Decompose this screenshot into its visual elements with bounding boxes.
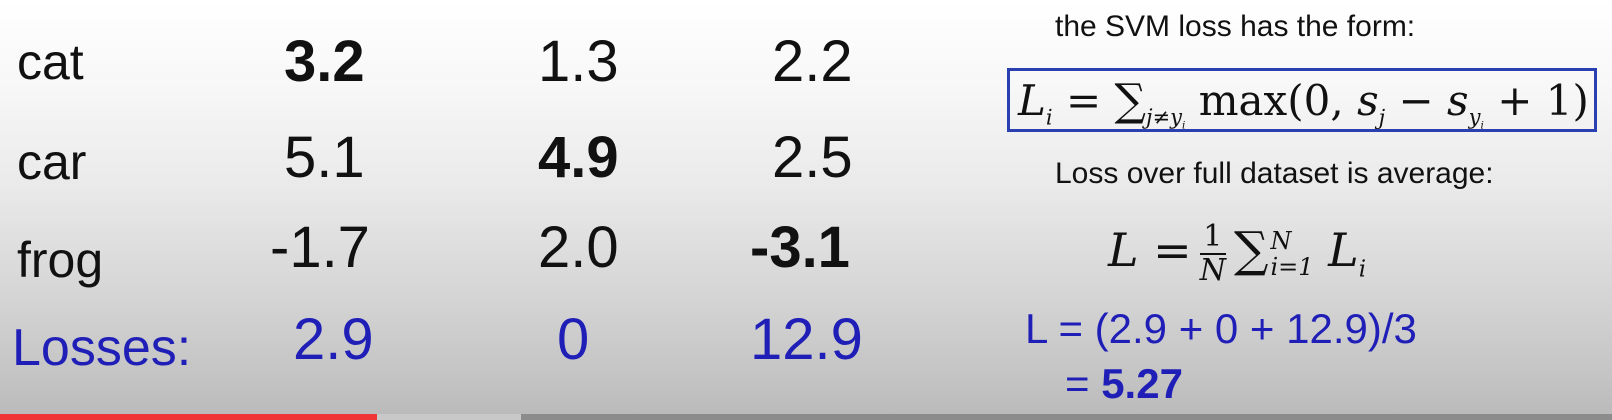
- score-cell: -1.7: [270, 215, 370, 280]
- loss-calculation: L = (2.9 + 0 + 12.9)/3: [1025, 305, 1417, 352]
- score-row-cat: cat 3.2 1.3 2.2: [0, 22, 900, 102]
- loss-value: 2.9: [293, 307, 374, 372]
- score-cell: 3.2: [284, 29, 365, 94]
- losses-label: Losses:: [12, 319, 192, 377]
- loss-value: 12.9: [750, 307, 863, 372]
- score-cell: 4.9: [538, 125, 619, 190]
- score-cell: 5.1: [284, 125, 365, 190]
- score-cell: 2.0: [538, 215, 619, 280]
- score-cell: 1.3: [538, 29, 619, 94]
- loss-calculation-result-line: = 5.27: [1065, 360, 1183, 408]
- class-label: car: [17, 134, 87, 190]
- equals-sign: =: [1065, 360, 1102, 407]
- loss-value: 0: [557, 307, 590, 372]
- losses-row: Losses: 2.9 0 12.9: [0, 300, 900, 380]
- class-label: frog: [17, 232, 104, 288]
- class-label: cat: [17, 34, 84, 90]
- score-cell: 2.5: [772, 125, 853, 190]
- video-progress-bar[interactable]: [0, 414, 1612, 420]
- loss-result-value: 5.27: [1101, 360, 1183, 407]
- score-row-car: car 5.1 4.9 2.5: [0, 118, 900, 198]
- score-cell: -3.1: [750, 215, 850, 280]
- svm-loss-caption: the SVM loss has the form:: [1055, 10, 1416, 43]
- score-cell: 2.2: [772, 29, 853, 94]
- progress-played: [0, 414, 378, 420]
- svm-loss-formula-box: Li = ∑j≠yi max(0, sj − syi + 1): [1007, 68, 1597, 132]
- average-loss-caption: Loss over full dataset is average:: [1055, 157, 1494, 190]
- score-row-frog: frog -1.7 2.0 -3.1: [0, 208, 900, 288]
- svm-loss-formula: Li = ∑j≠yi max(0, sj − syi + 1): [1018, 75, 1589, 132]
